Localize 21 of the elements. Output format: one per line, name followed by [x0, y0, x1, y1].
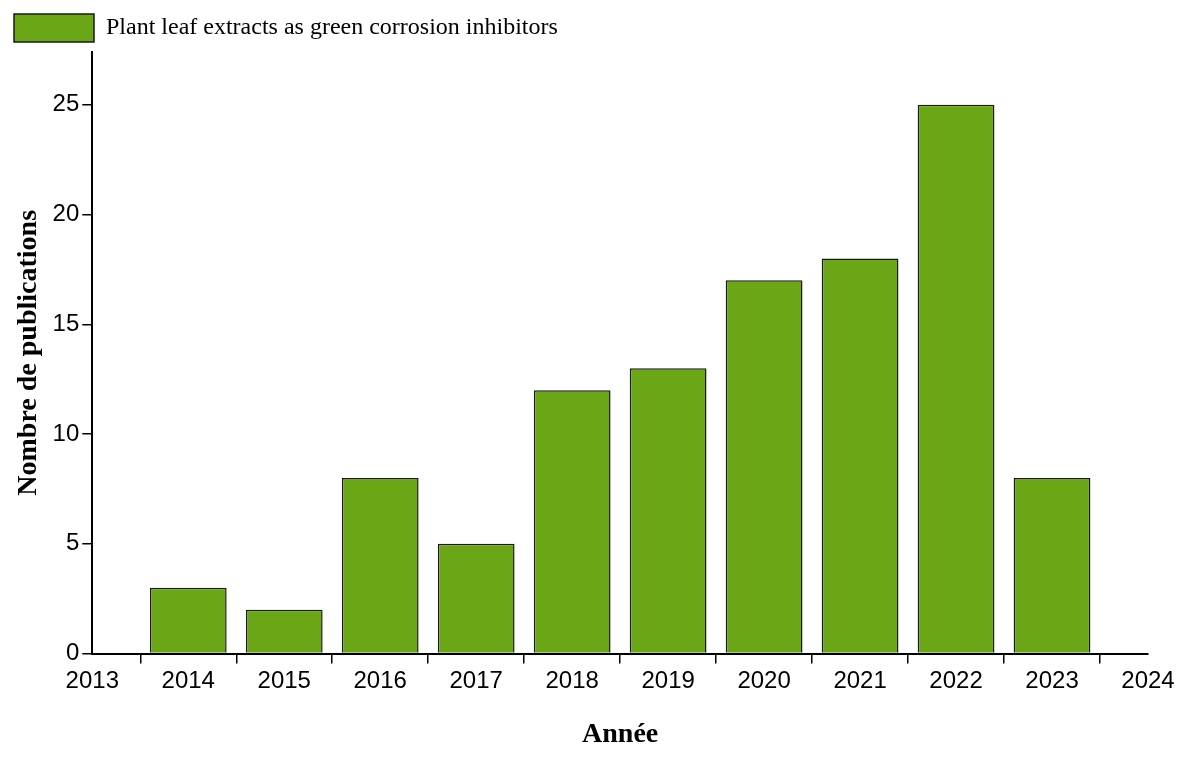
x-tick-label: 2020: [737, 665, 791, 693]
legend-label: Plant leaf extracts as green corrosion inhibitors: [106, 13, 558, 40]
x-tick-label: 2023: [1025, 665, 1079, 693]
x-tick-label: 2024: [1121, 665, 1175, 693]
y-axis-title: Nombre de publications: [11, 209, 43, 496]
x-tick-label: 2018: [545, 665, 599, 693]
y-tick-label: 0: [65, 638, 80, 666]
x-tick-label: 2022: [929, 665, 983, 693]
x-axis-title: Année: [582, 717, 659, 749]
y-tick-label: 10: [52, 418, 80, 446]
x-tick-label: 2015: [257, 665, 311, 693]
y-tick-label: 5: [65, 528, 80, 556]
x-tick-label: 2013: [65, 665, 119, 693]
x-tick-label: 2021: [833, 665, 887, 693]
x-tick-label: 2014: [161, 665, 215, 693]
x-tick-label: 2019: [641, 665, 695, 693]
y-tick-label: 15: [52, 308, 80, 336]
y-tick-label: 25: [52, 89, 80, 117]
x-tick-label: 2016: [353, 665, 407, 693]
y-tick-label: 20: [52, 199, 80, 227]
x-tick-label: 2017: [449, 665, 503, 693]
